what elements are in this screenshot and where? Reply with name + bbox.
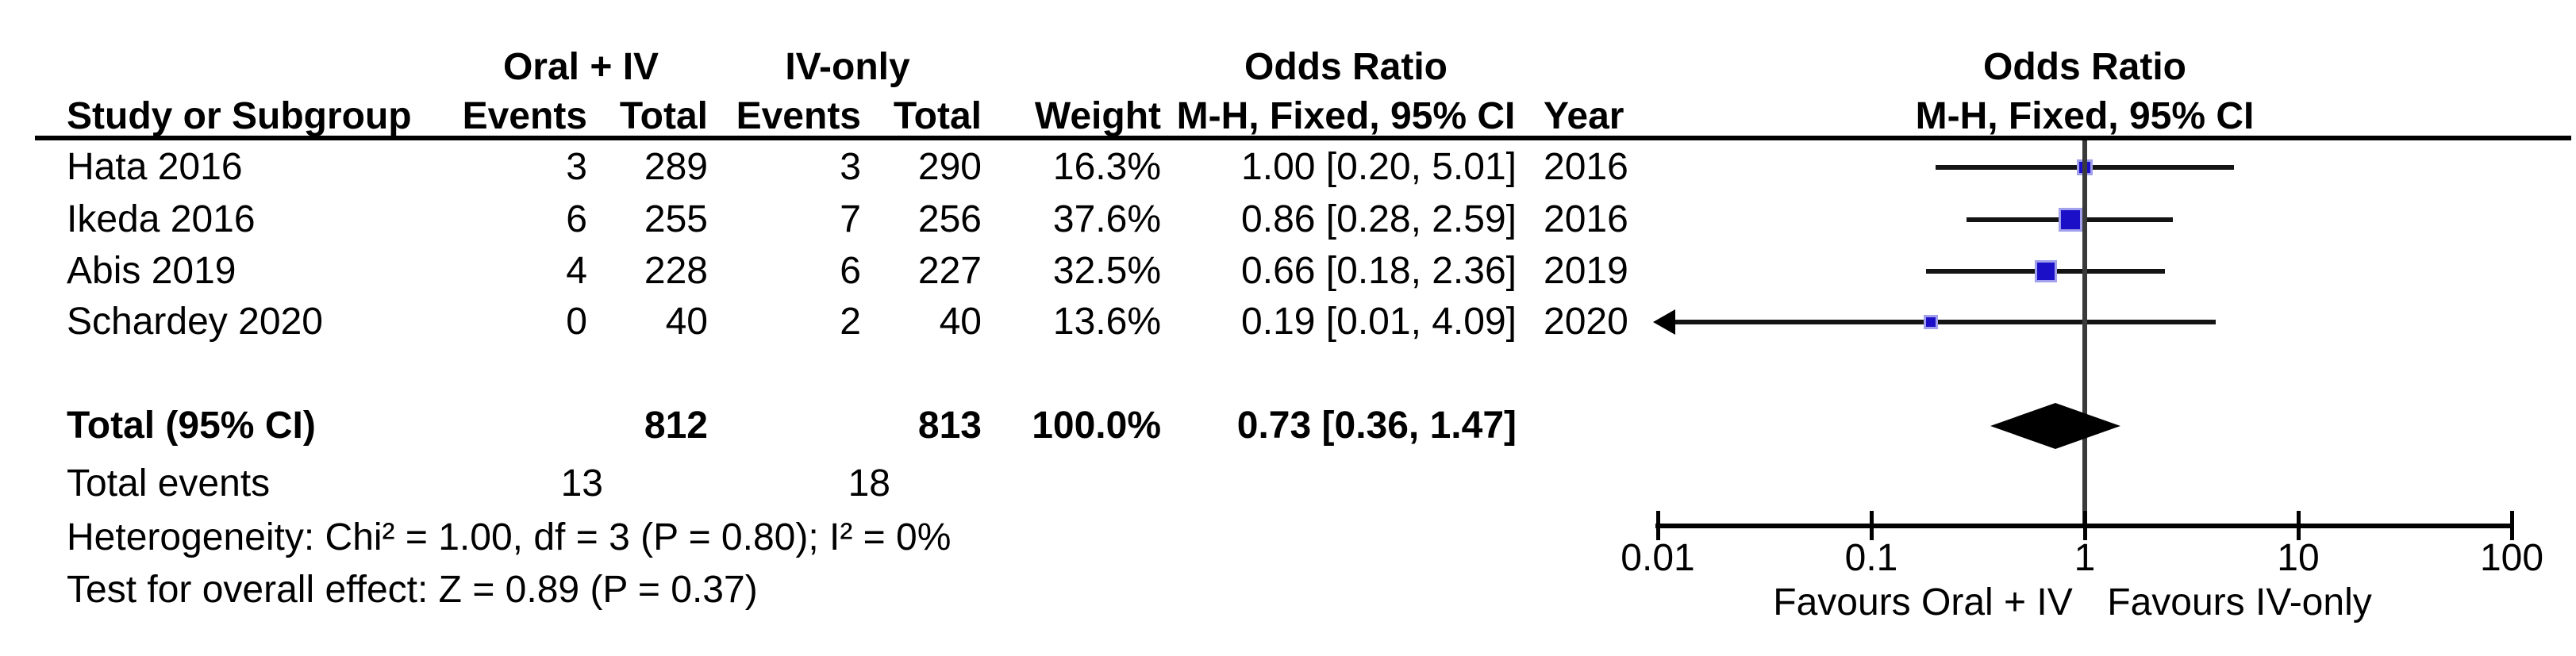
total-exp: 289 — [644, 146, 708, 188]
col-header-total-exp: Total — [619, 95, 708, 137]
col-group-oral-iv: Oral + IV — [502, 46, 659, 88]
axis-tick — [2297, 511, 2301, 540]
year: 2020 — [1544, 301, 1628, 343]
events-exp: 0 — [566, 301, 587, 343]
total-exp: 40 — [665, 301, 708, 343]
effect-square — [2035, 260, 2057, 282]
col-header-mh-ci: M-H, Fixed, 95% CI — [1176, 95, 1516, 137]
col-header-events-exp: Events — [462, 95, 587, 137]
events-exp: 4 — [566, 250, 587, 292]
table-row: Hata 2016 3 289 3 290 16.3% 1.00 [0.20, 5.01] 2… — [0, 141, 2576, 194]
total-ctrl: 256 — [917, 198, 982, 240]
table-row: Schardey 2020 0 40 2 40 13.6% 0.19 [0.01, 4.09… — [0, 296, 2576, 348]
weight: 37.6% — [1052, 198, 1161, 240]
total-label: Total (95% CI) — [67, 405, 316, 447]
axis-tick — [1870, 511, 1874, 540]
axis-tick — [1656, 511, 1660, 540]
total-row: Total (95% CI) 812 813 100.0% 0.73 [0.36… — [0, 400, 2576, 452]
total-ctrl: 227 — [917, 250, 982, 292]
favours-right-label: Favours IV-only — [2107, 581, 2372, 623]
null-effect-line — [2082, 140, 2087, 528]
study-name: Hata 2016 — [67, 146, 243, 188]
total-weight: 100.0% — [1032, 405, 1161, 447]
total-events-ctrl: 18 — [848, 462, 890, 504]
col-header-study: Study or Subgroup — [67, 95, 412, 137]
axis-tick-label: 100 — [2479, 537, 2544, 579]
or-ci-text: 0.19 [0.01, 4.09] — [1241, 301, 1517, 343]
year: 2016 — [1544, 146, 1628, 188]
header-row: Study or Subgroup Events Total Events To… — [0, 90, 2576, 143]
study-name: Schardey 2020 — [67, 301, 323, 343]
weight: 16.3% — [1052, 146, 1161, 188]
col-group-iv-only: IV-only — [785, 46, 910, 88]
total-events-label: Total events — [67, 462, 271, 504]
total-events-exp: 13 — [560, 462, 603, 504]
total-exp: 228 — [644, 250, 708, 292]
axis-tick-label: 1 — [2074, 537, 2096, 579]
col-header-year: Year — [1544, 95, 1624, 137]
axis-tick — [2510, 511, 2514, 540]
study-name: Ikeda 2016 — [67, 198, 256, 240]
total-or-ci: 0.73 [0.36, 1.47] — [1236, 405, 1517, 447]
axis-tick-label: 0.1 — [1844, 537, 1898, 579]
or-ci-text: 0.86 [0.28, 2.59] — [1241, 198, 1517, 240]
total-ctrl-n: 813 — [917, 405, 982, 447]
or-ci-text: 1.00 [0.20, 5.01] — [1241, 146, 1517, 188]
total-exp-n: 812 — [644, 405, 708, 447]
axis-tick-label: 0.01 — [1621, 537, 1695, 579]
overall-effect-note: Test for overall effect: Z = 0.89 (P = 0… — [67, 569, 758, 611]
col-header-weight: Weight — [1034, 95, 1161, 137]
col-header-total-ctrl: Total — [893, 95, 982, 137]
total-events-row: Total events 13 18 — [0, 458, 2576, 510]
events-ctrl: 6 — [840, 250, 861, 292]
axis-tick-label: 10 — [2277, 537, 2320, 579]
effect-square — [1924, 315, 1938, 329]
total-ctrl: 40 — [939, 301, 982, 343]
plot-header-odds-ratio: Odds Ratio — [1982, 46, 2187, 88]
events-exp: 6 — [566, 198, 587, 240]
events-ctrl: 3 — [840, 146, 861, 188]
weight: 32.5% — [1052, 250, 1161, 292]
weight: 13.6% — [1052, 301, 1161, 343]
col-group-odds-ratio: Odds Ratio — [1244, 46, 1448, 88]
heterogeneity-note: Heterogeneity: Chi² = 1.00, df = 3 (P = … — [67, 516, 952, 558]
plot-header-mh-ci: M-H, Fixed, 95% CI — [1915, 95, 2255, 137]
table-row: Abis 2019 4 228 6 227 32.5% 0.66 [0.18, 2.36] 2… — [0, 245, 2576, 297]
header-separator-line — [35, 136, 2571, 140]
ci-clipped-arrow-left-icon — [1653, 309, 1675, 335]
events-exp: 3 — [566, 146, 587, 188]
events-ctrl: 2 — [840, 301, 861, 343]
total-ctrl: 290 — [917, 146, 982, 188]
effect-square — [2059, 208, 2082, 232]
col-header-events-ctrl: Events — [736, 95, 861, 137]
events-ctrl: 7 — [840, 198, 861, 240]
or-ci-text: 0.66 [0.18, 2.36] — [1241, 250, 1517, 292]
header-group-row: Oral + IV IV-only Odds Ratio Odds Ratio — [0, 41, 2576, 94]
year: 2019 — [1544, 250, 1628, 292]
axis-tick — [2083, 511, 2087, 540]
total-exp: 255 — [644, 198, 708, 240]
year: 2016 — [1544, 198, 1628, 240]
table-row: Ikeda 2016 6 255 7 256 37.6% 0.86 [0.28, 2.59]… — [0, 194, 2576, 246]
study-name: Abis 2019 — [67, 250, 236, 292]
favours-left-label: Favours Oral + IV — [1773, 581, 2073, 623]
